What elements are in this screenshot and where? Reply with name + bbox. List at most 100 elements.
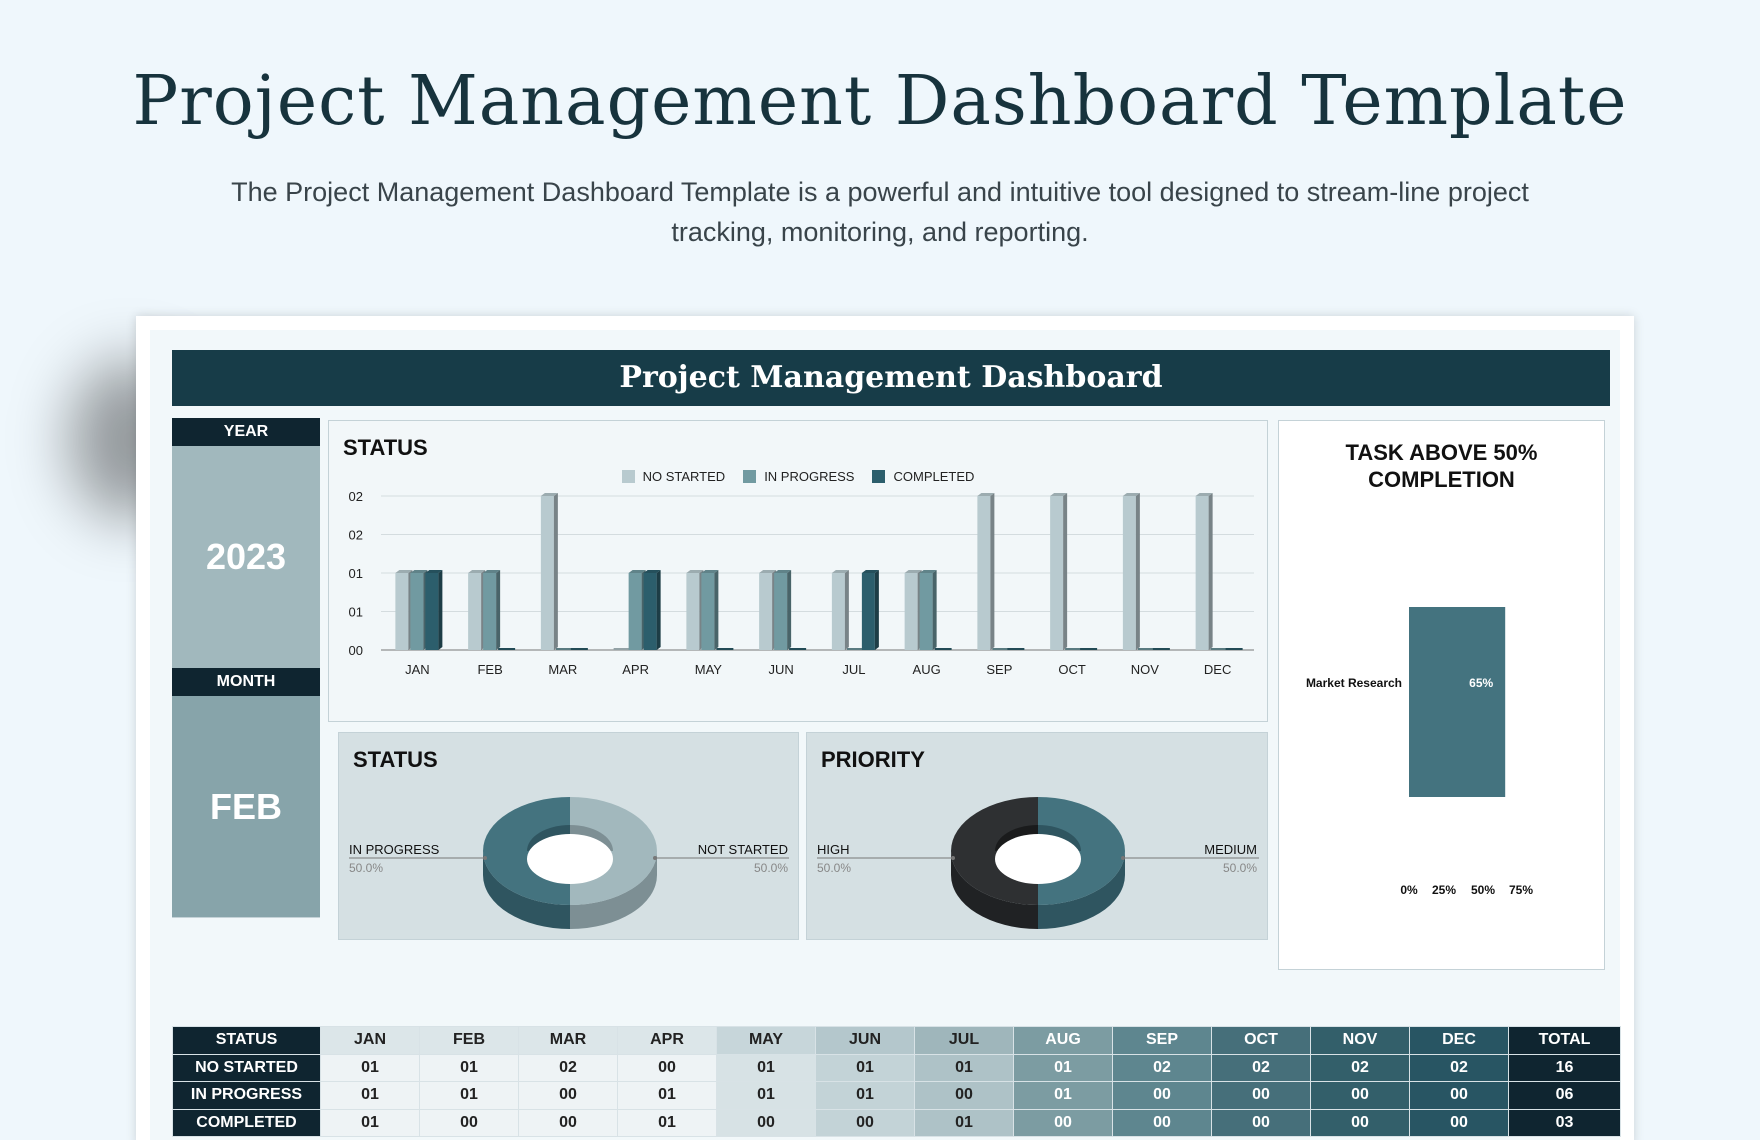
- status-donut-chart: [349, 797, 789, 929]
- table-cell: 01: [914, 1108, 1014, 1137]
- table-cell: 00: [617, 1053, 717, 1082]
- table-cell: 16: [1508, 1053, 1621, 1082]
- priority-donut-chart: [817, 797, 1259, 929]
- table-cell: 00: [1013, 1108, 1113, 1137]
- table-cell: 00: [1112, 1081, 1212, 1110]
- table-row: IN PROGRESS 01 01 00 01 01 01 00 01 00 00 00 00 06: [172, 1081, 1621, 1110]
- donut-pct-in-progress: 50.0%: [349, 861, 384, 875]
- donut-side-high: [951, 851, 1038, 929]
- bar-base: [1152, 648, 1170, 650]
- bar-base: [570, 648, 588, 650]
- table-row: NO STARTED 01 01 02 00 01 01 01 01 02 02 02 02 16: [172, 1053, 1621, 1082]
- y-tick-label: 02: [349, 489, 363, 504]
- dashboard-sheet: Project Management Dashboard YEAR 2023 M…: [136, 316, 1634, 1140]
- bar-top: [643, 570, 661, 573]
- y-tick-label: 01: [349, 566, 363, 581]
- table-header-cell: JUL: [914, 1026, 1014, 1055]
- table-cell: 02: [518, 1053, 618, 1082]
- status-donut-title: STATUS: [353, 747, 438, 772]
- dashboard-canvas: Project Management Dashboard YEAR 2023 M…: [150, 330, 1621, 1140]
- priority-donut-panel: PRIORITY HIGH 50.0% MEDIUM 50.0%: [806, 732, 1268, 940]
- status-bar-chart-title: STATUS: [343, 435, 428, 460]
- table-header-cell: MAR: [518, 1026, 618, 1055]
- bar-apr-1: [628, 573, 642, 650]
- task-completion-panel: TASK ABOVE 50% COMPLETION 0% 25% 50% 75% Mar…: [1278, 420, 1605, 970]
- month-selector[interactable]: FEB: [172, 696, 320, 918]
- table-cell: 01: [815, 1081, 915, 1110]
- bar-top: [701, 570, 719, 573]
- table-cell: 00: [1409, 1108, 1509, 1137]
- bar-jun-1: [774, 573, 788, 650]
- x-tick-label: JAN: [405, 662, 430, 677]
- bar-top: [540, 493, 558, 496]
- bar-base: [716, 648, 734, 650]
- table-cell: NO STARTED: [172, 1053, 321, 1082]
- bar-base: [555, 648, 573, 650]
- donut-side-medium: [1038, 851, 1125, 929]
- table-cell: 00: [1211, 1108, 1311, 1137]
- x-tick-label: MAR: [548, 662, 577, 677]
- x-tick-label: FEB: [477, 662, 502, 677]
- bar-side: [656, 570, 661, 650]
- donut-label-high: HIGH: [817, 842, 850, 857]
- year-label: YEAR: [172, 418, 320, 446]
- x-tick-label: NOV: [1131, 662, 1160, 677]
- year-selector[interactable]: 2023: [172, 446, 320, 668]
- bar-dec-0: [1195, 496, 1209, 650]
- bar-base: [1007, 648, 1025, 650]
- y-tick-label: 02: [349, 528, 363, 543]
- table-cell: 01: [419, 1081, 519, 1110]
- donut-side-in-progress: [483, 851, 570, 929]
- bar-apr-2: [643, 573, 657, 650]
- task-x-tick: 50%: [1471, 883, 1495, 897]
- legend-label-completed: COMPLETED: [893, 469, 975, 484]
- bar-aug-0: [904, 573, 918, 650]
- bar-feb-1: [483, 573, 497, 650]
- bar-may-1: [701, 573, 715, 650]
- table-cell: 01: [320, 1081, 420, 1110]
- table-cell: 00: [1310, 1081, 1410, 1110]
- table-cell: 00: [716, 1108, 816, 1137]
- table-cell: 01: [419, 1053, 519, 1082]
- legend-swatch-in-progress: [743, 470, 757, 483]
- table-cell: 00: [518, 1108, 618, 1137]
- table-header-cell: APR: [617, 1026, 717, 1055]
- table-cell: IN PROGRESS: [172, 1081, 321, 1110]
- table-header-cell: FEB: [419, 1026, 519, 1055]
- bar-sep-0: [977, 496, 991, 650]
- table-cell: 00: [419, 1108, 519, 1137]
- bar-jan-0: [395, 573, 409, 650]
- table-row: COMPLETED 01 00 00 01 00 00 01 00 00 00 00 00 03: [172, 1108, 1621, 1137]
- bar-top: [410, 570, 428, 573]
- bar-base: [613, 648, 631, 650]
- table-cell: COMPLETED: [172, 1108, 321, 1137]
- bar-base: [498, 648, 516, 650]
- bar-side: [874, 570, 879, 650]
- table-cell: 01: [914, 1053, 1014, 1082]
- bar-oct-0: [1050, 496, 1064, 650]
- donut-pct-high: 50.0%: [817, 861, 852, 875]
- table-cell: 00: [1211, 1081, 1311, 1110]
- x-tick-label: OCT: [1058, 662, 1086, 677]
- table-cell: 01: [716, 1053, 816, 1082]
- legend-label-no-started: NO STARTED: [642, 469, 726, 484]
- x-tick-label: MAY: [695, 662, 723, 677]
- status-bar-chart-panel: STATUS NO STARTED IN PROGRESS COMPLETED …: [328, 420, 1268, 722]
- donut-hole: [995, 834, 1081, 884]
- bar-base: [789, 648, 807, 650]
- bar-top: [977, 493, 995, 496]
- bar-jan-2: [425, 573, 439, 650]
- bar-top: [1195, 493, 1213, 496]
- table-cell: 00: [914, 1081, 1014, 1110]
- donut-label-in-progress: IN PROGRESS: [349, 842, 440, 857]
- table-cell: 02: [1310, 1053, 1410, 1082]
- bar-side: [714, 570, 719, 650]
- task-x-tick: 75%: [1509, 883, 1533, 897]
- table-header-cell: TOTAL: [1508, 1026, 1621, 1055]
- bar-top: [831, 570, 849, 573]
- bar-base: [1080, 648, 1098, 650]
- task-x-tick: 0%: [1400, 883, 1418, 897]
- hero-subtitle: The Project Management Dashboard Templat…: [231, 177, 1529, 247]
- donut-pct-medium: 50.0%: [1222, 861, 1257, 875]
- table-cell: 01: [320, 1053, 420, 1082]
